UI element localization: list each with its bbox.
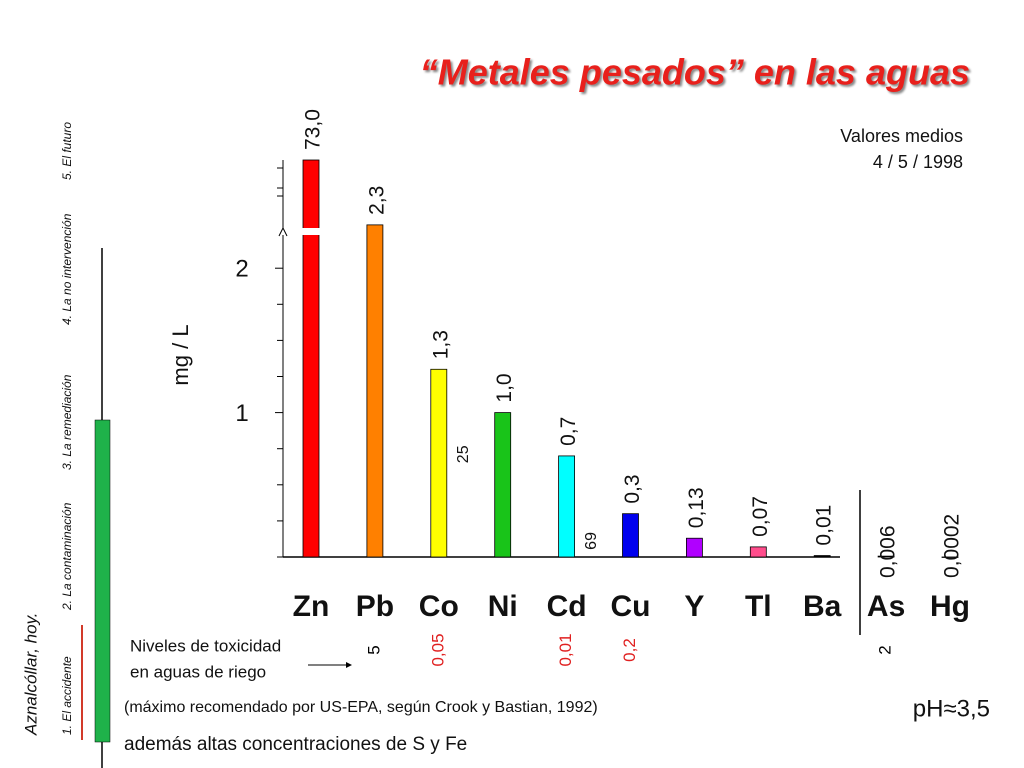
bar bbox=[366, 224, 384, 558]
x-tick-label: Ni bbox=[488, 590, 518, 623]
bar bbox=[558, 455, 575, 558]
nav-progress bbox=[94, 419, 111, 743]
menu-item: 3. La remediación bbox=[60, 374, 74, 470]
ratio-label: 25 bbox=[455, 445, 472, 463]
toxicity-level: 0,05 bbox=[428, 633, 447, 666]
y-tick-label: 1 bbox=[235, 400, 248, 427]
value-label: 73,0 bbox=[302, 109, 325, 150]
toxicity-level: 0,01 bbox=[556, 633, 575, 666]
menu-item: 4. La no intervención bbox=[60, 213, 74, 325]
value-label: 2,3 bbox=[365, 186, 388, 215]
menu-item: 2. La contaminación bbox=[60, 502, 74, 611]
x-tick-label: As bbox=[867, 590, 905, 623]
toxicity-level: 2 bbox=[876, 645, 895, 654]
chart-title: “Metales pesados” en las aguas bbox=[420, 52, 970, 93]
menu-item: 5. El futuro bbox=[60, 122, 74, 180]
ratio-label: 69 bbox=[583, 532, 600, 550]
subtitle: Valores medios bbox=[840, 126, 963, 146]
bar bbox=[941, 556, 959, 558]
toxicity-level: 0,2 bbox=[620, 638, 639, 662]
source-note: (máximo recomendado por US-EPA, según Cr… bbox=[124, 699, 598, 716]
x-tick-label: Y bbox=[684, 590, 704, 623]
x-tick-label: Pb bbox=[356, 590, 394, 623]
bar bbox=[302, 159, 320, 558]
x-tick-label: Cd bbox=[547, 590, 587, 623]
x-tick-label: Zn bbox=[293, 590, 330, 623]
x-tick-label: Co bbox=[419, 590, 459, 623]
bar bbox=[686, 537, 703, 558]
x-tick-label: Ba bbox=[803, 590, 842, 623]
axis-break bbox=[278, 226, 288, 237]
y-axis-label: mg / L bbox=[168, 324, 193, 385]
subtitle: 4 / 5 / 1998 bbox=[873, 152, 963, 172]
y-tick-label: 2 bbox=[235, 256, 248, 283]
toxicity-level: 5 bbox=[364, 645, 383, 654]
value-label: 0,3 bbox=[621, 474, 644, 503]
value-label: 0,07 bbox=[749, 496, 772, 537]
axis-break bbox=[273, 228, 323, 235]
value-label: 1,3 bbox=[429, 330, 452, 359]
footnote: además altas concentraciones de S y Fe bbox=[124, 734, 467, 755]
menu-item: 1. El accidente bbox=[60, 656, 74, 735]
bar bbox=[430, 368, 448, 558]
toxicity-title: Niveles de toxicidad bbox=[130, 636, 281, 655]
value-label: 0,006 bbox=[877, 525, 900, 578]
bar bbox=[813, 555, 831, 558]
value-label: 0,0002 bbox=[941, 514, 964, 578]
value-label: 0,01 bbox=[813, 505, 836, 546]
x-tick-label: Tl bbox=[745, 590, 772, 623]
x-tick-label: Hg bbox=[930, 590, 970, 623]
value-label: 0,13 bbox=[685, 487, 708, 528]
bar bbox=[877, 555, 895, 558]
bar bbox=[749, 546, 767, 558]
x-tick-label: Cu bbox=[611, 590, 651, 623]
toxicity-title: en aguas de riego bbox=[130, 662, 266, 681]
side-title: Aznalcóllar, hoy. bbox=[21, 612, 40, 736]
ph-label: pH≈3,5 bbox=[913, 695, 990, 722]
value-label: 1,0 bbox=[493, 373, 516, 402]
bar bbox=[494, 412, 512, 558]
arrow-head bbox=[346, 662, 352, 668]
value-label: 0,7 bbox=[557, 417, 580, 446]
bar bbox=[622, 513, 639, 558]
